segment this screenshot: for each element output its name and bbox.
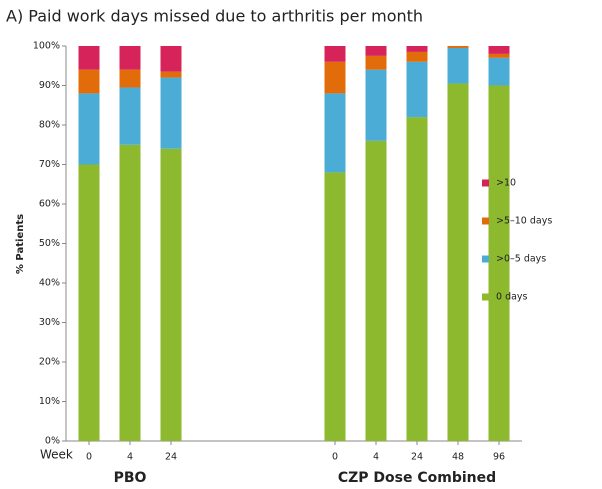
bar-segment — [78, 93, 100, 165]
legend-label: 0 days — [496, 292, 528, 303]
y-tick-label: 90% — [39, 80, 60, 91]
y-tick-label: 50% — [39, 238, 60, 249]
bar-segment — [488, 46, 510, 54]
chart-title: A) Paid work days missed due to arthriti… — [6, 7, 423, 26]
bar-segment — [365, 69, 387, 141]
bar-segment — [160, 148, 182, 441]
y-tick-label: 40% — [39, 278, 60, 289]
bar-segment — [119, 46, 141, 70]
y-tick-label: 60% — [39, 199, 60, 210]
x-tick-label: 96 — [493, 452, 505, 463]
bar-segment — [365, 140, 387, 442]
bar-segment — [406, 117, 428, 441]
y-axis-label: % Patients — [15, 214, 26, 274]
bar-segment — [406, 51, 428, 62]
bar-segment — [324, 46, 346, 62]
bar-segment — [119, 69, 141, 88]
bar-segment — [488, 85, 510, 441]
legend-swatch — [482, 255, 489, 263]
x-tick-label: 0 — [86, 452, 92, 463]
bar-segment — [160, 46, 182, 72]
x-tick-label: 48 — [452, 452, 464, 463]
bar-segment — [78, 164, 100, 441]
bar-segment — [447, 83, 469, 442]
x-axis-label: Week — [40, 448, 73, 462]
bar-segment — [447, 46, 469, 48]
bar-segment — [119, 144, 141, 441]
y-tick-label: 20% — [39, 357, 60, 368]
bar-segment — [365, 46, 387, 56]
bar-segment — [488, 53, 510, 58]
bar-segment — [324, 172, 346, 441]
y-tick-label: 70% — [39, 159, 60, 170]
x-tick-label: 4 — [127, 452, 133, 463]
y-tick-label: 0% — [45, 436, 60, 447]
y-tick-label: 10% — [39, 396, 60, 407]
y-tick-label: 100% — [33, 41, 60, 52]
x-tick-label: 4 — [373, 452, 379, 463]
legend-swatch — [482, 293, 489, 301]
legend-label: >10 — [496, 178, 516, 189]
bar-segment — [160, 71, 182, 78]
bar-segment — [488, 57, 510, 86]
bar-segment — [119, 87, 141, 145]
group-label: CZP Dose Combined — [338, 470, 496, 486]
bar-segment — [324, 61, 346, 94]
y-tick-label: 80% — [39, 120, 60, 131]
group-label: PBO — [114, 470, 147, 486]
y-tick-label: 30% — [39, 317, 60, 328]
bar-segment — [160, 77, 182, 149]
bar-segment — [447, 47, 469, 84]
bar-segment — [324, 93, 346, 173]
bar-segment — [406, 46, 428, 52]
x-tick-label: 24 — [165, 452, 177, 463]
x-tick-label: 24 — [411, 452, 423, 463]
bar-segment — [365, 55, 387, 70]
legend-label: >0–5 days — [496, 254, 546, 265]
legend-swatch — [482, 179, 489, 187]
x-tick-label: 0 — [332, 452, 338, 463]
bar-segment — [406, 61, 428, 118]
bar-segment — [78, 46, 100, 70]
legend-swatch — [482, 217, 489, 225]
legend-label: >5–10 days — [496, 216, 552, 227]
bar-segment — [78, 69, 100, 94]
